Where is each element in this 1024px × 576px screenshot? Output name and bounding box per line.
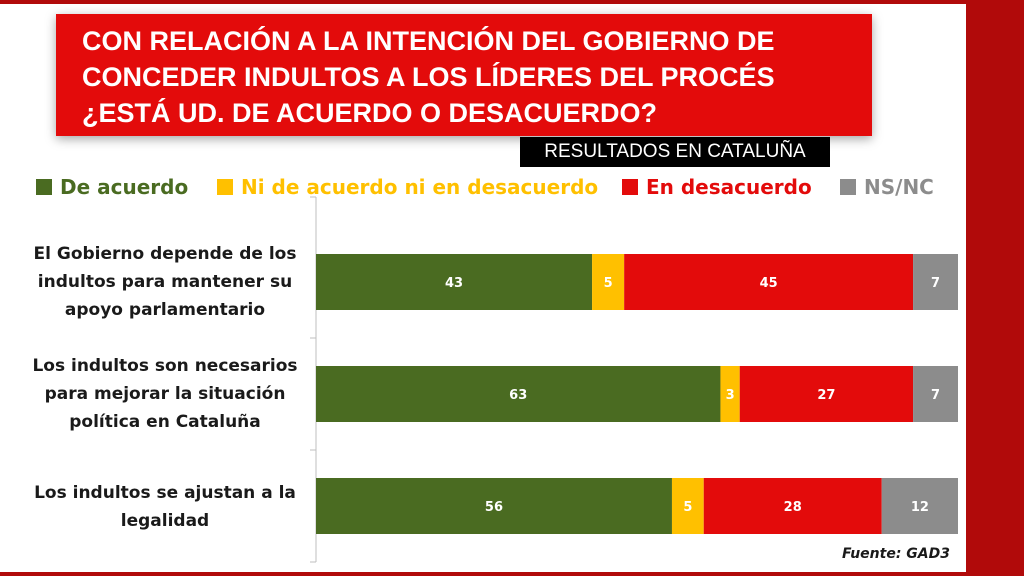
data-label-r1-s1: 43 xyxy=(445,276,463,291)
bottom-decorative-strip xyxy=(0,572,966,576)
data-label-r1-s2: 5 xyxy=(604,276,613,291)
chart-title: CON RELACIÓN A LA INTENCIÓN DEL GOBIERNO… xyxy=(82,26,775,128)
title-banner: CON RELACIÓN A LA INTENCIÓN DEL GOBIERNO… xyxy=(56,14,872,136)
bar-segment-r2-s1 xyxy=(316,366,721,422)
data-label-r3-s1: 56 xyxy=(485,500,503,515)
data-label-r2-s2: 3 xyxy=(726,388,735,403)
source-note: Fuente: GAD3 xyxy=(841,546,950,562)
category-label-2: Los indultos son necesarios para mejorar… xyxy=(32,356,298,432)
legend-label: De acuerdo xyxy=(60,175,189,199)
bar-segment-r1-s4 xyxy=(913,254,958,310)
bar-segment-r3-s1 xyxy=(316,478,672,534)
bar-segment-r2-s3 xyxy=(739,366,914,422)
legend-label: En desacuerdo xyxy=(646,175,812,199)
bar-segment-r1-s3 xyxy=(624,254,914,310)
legend-swatch xyxy=(217,179,233,195)
data-label-r1-s4: 7 xyxy=(931,276,940,291)
data-label-r2-s1: 63 xyxy=(509,388,527,403)
legend-swatch xyxy=(840,179,856,195)
bar-segment-r1-s2 xyxy=(592,254,625,310)
chart-subtitle: RESULTADOS EN CATALUÑA xyxy=(520,137,830,167)
bar-segment-r3-s4 xyxy=(881,478,958,534)
stacked-bar-chart: 43 5 45 7 63 3 27 7 56 5 28 12 xyxy=(310,196,958,563)
data-label-r3-s4: 12 xyxy=(911,500,929,515)
top-decorative-strip xyxy=(0,0,966,4)
bar-segment-r3-s2 xyxy=(671,478,704,534)
legend-label: Ni de acuerdo ni en desacuerdo xyxy=(241,175,599,199)
bar-segment-r3-s3 xyxy=(703,478,882,534)
category-label-3: Los indultos se ajustan a la legalidad xyxy=(34,483,296,531)
data-label-r2-s4: 7 xyxy=(931,388,940,403)
right-decorative-band xyxy=(966,0,1024,576)
category-label-1: El Gobierno depende de los indultos para… xyxy=(33,244,297,320)
legend-label: NS/NC xyxy=(864,175,934,199)
bar-segment-r2-s2 xyxy=(720,366,740,422)
legend-swatch xyxy=(622,179,638,195)
data-label-r2-s3: 27 xyxy=(817,388,835,403)
legend-swatch xyxy=(36,179,52,195)
bar-segment-r2-s4 xyxy=(913,366,958,422)
data-label-r1-s3: 45 xyxy=(760,276,778,291)
data-label-r3-s2: 5 xyxy=(683,500,692,515)
bar-segment-r1-s1 xyxy=(316,254,593,310)
data-label-r3-s3: 28 xyxy=(784,500,802,515)
